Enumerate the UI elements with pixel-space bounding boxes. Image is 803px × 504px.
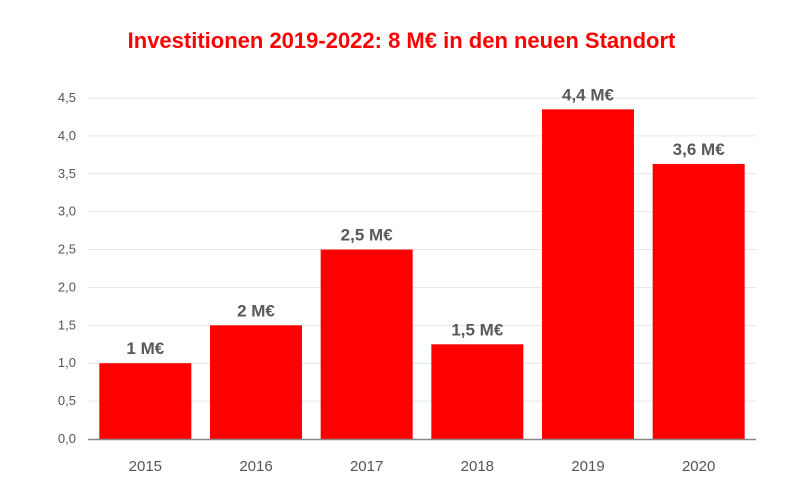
- x-tick-label: 2016: [239, 458, 272, 475]
- x-tick-label: 2017: [350, 458, 383, 475]
- x-tick-label: 2018: [461, 458, 494, 475]
- x-axis-labels: 2015 2016 2017 2018 2019 2020: [129, 458, 716, 475]
- x-tick-label: 2020: [682, 458, 715, 475]
- y-axis-ticks: 0,0 0,5 1,0 1,5 2,0 2,5 3,0 3,5 4,0 4,5: [58, 90, 76, 446]
- grid-lines: [88, 97, 756, 402]
- y-tick-label: 4,0: [58, 128, 76, 143]
- data-label: 1 M€: [126, 339, 164, 358]
- y-tick-label: 3,5: [58, 166, 76, 181]
- data-labels: 1 M€ 2 M€ 2,5 M€ 1,5 M€ 4,4 M€ 3,6 M€: [126, 85, 725, 358]
- x-tick-label: 2019: [571, 458, 604, 475]
- y-tick-label: 1,0: [58, 355, 76, 370]
- data-label: 1,5 M€: [451, 320, 504, 339]
- bar: [652, 163, 745, 439]
- y-tick-label: 3,0: [58, 204, 76, 219]
- y-tick-label: 0,5: [58, 393, 76, 408]
- chart-title: Investitionen 2019-2022: 8 M€ in den neu…: [127, 28, 676, 53]
- y-tick-label: 0,0: [58, 431, 76, 446]
- data-label: 3,6 M€: [673, 140, 726, 159]
- y-tick-label: 1,5: [58, 317, 76, 332]
- bar: [320, 249, 413, 439]
- bar: [210, 325, 302, 439]
- y-tick-label: 2,0: [58, 279, 76, 294]
- x-tick-label: 2015: [129, 458, 162, 475]
- data-label: 4,4 M€: [562, 85, 615, 104]
- bars: [99, 109, 745, 439]
- data-label: 2,5 M€: [341, 226, 394, 245]
- bar: [542, 109, 634, 439]
- bar: [99, 363, 192, 439]
- y-tick-label: 4,5: [58, 90, 76, 105]
- y-tick-label: 2,5: [58, 242, 76, 257]
- bar: [431, 344, 524, 439]
- data-label: 2 M€: [237, 301, 275, 320]
